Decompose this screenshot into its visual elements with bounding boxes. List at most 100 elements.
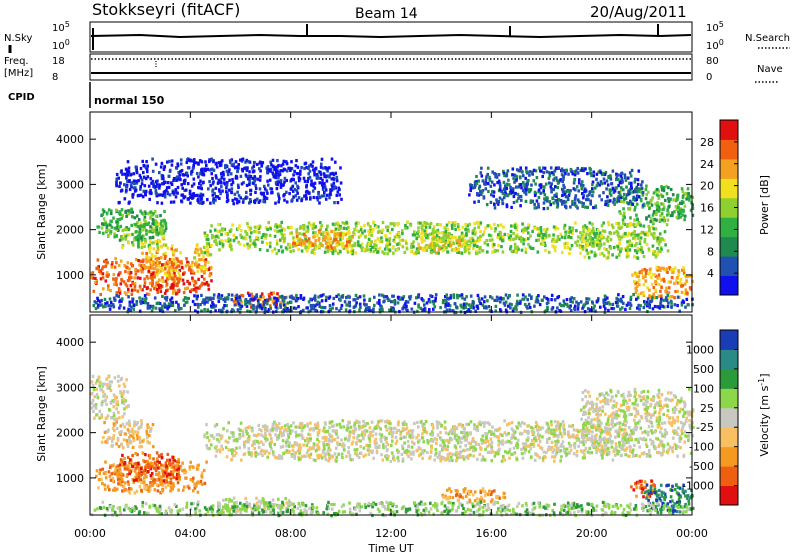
- echo-cell: [567, 229, 570, 233]
- echo-cell: [320, 232, 323, 236]
- echo-cell: [326, 243, 329, 247]
- echo-cell: [623, 222, 627, 226]
- echo-cell: [200, 274, 204, 279]
- echo-cell: [364, 309, 367, 313]
- echo-cell: [604, 170, 608, 175]
- echo-cell: [157, 288, 161, 292]
- echo-cell: [323, 183, 326, 187]
- echo-cell: [326, 169, 329, 173]
- echo-cell: [209, 229, 212, 233]
- echo-cell: [585, 198, 588, 202]
- echo-cell: [259, 160, 262, 164]
- echo-cell: [310, 250, 314, 254]
- echo-cell: [312, 296, 316, 301]
- echo-cell: [224, 165, 227, 170]
- echo-cell: [481, 189, 485, 193]
- echo-cell: [577, 189, 580, 193]
- echo-cell: [192, 164, 195, 168]
- echo-cell: [616, 233, 620, 237]
- echo-cell: [276, 292, 279, 296]
- echo-cell: [165, 282, 169, 286]
- echo-region: [631, 266, 694, 300]
- echo-cell: [620, 188, 623, 192]
- echo-cell: [549, 430, 552, 434]
- echo-cell: [176, 185, 180, 190]
- echo-cell: [179, 260, 182, 264]
- echo-cell: [157, 283, 160, 287]
- echo-cell: [277, 200, 280, 204]
- echo-cell: [549, 185, 553, 189]
- echo-cell: [641, 203, 645, 207]
- echo-cell: [115, 261, 118, 265]
- echo-cell: [194, 260, 198, 264]
- echo-cell: [495, 198, 498, 202]
- echo-cell: [538, 303, 542, 307]
- echo-cell: [311, 248, 314, 252]
- echo-cell: [206, 251, 210, 255]
- echo-cell: [154, 306, 158, 310]
- echo-cell: [553, 298, 557, 302]
- echo-cell: [619, 250, 622, 254]
- echo-cell: [276, 180, 279, 184]
- echo-cell: [203, 435, 206, 439]
- echo-cell: [91, 271, 95, 275]
- echo-cell: [155, 228, 158, 232]
- echo-cell: [139, 185, 142, 189]
- echo-cell: [657, 282, 661, 286]
- echo-cell: [235, 201, 239, 205]
- echo-cell: [660, 208, 664, 212]
- echo-cell: [278, 197, 281, 201]
- echo-cell: [670, 300, 673, 304]
- echo-cell: [296, 184, 299, 188]
- echo-cell: [574, 194, 578, 198]
- echo-cell: [172, 200, 176, 204]
- echo-cell: [442, 239, 446, 243]
- echo-cell: [149, 177, 153, 181]
- echo-cell: [320, 162, 323, 166]
- echo-cell: [202, 255, 205, 259]
- echo-cell: [144, 177, 148, 181]
- echo-cell: [199, 192, 203, 196]
- echo-cell: [435, 251, 438, 255]
- echo-cell: [489, 295, 492, 299]
- echo-cell: [133, 222, 137, 227]
- echo-cell: [663, 305, 666, 309]
- echo-cell: [663, 230, 667, 234]
- echo-cell: [131, 215, 134, 219]
- echo-cell: [582, 194, 586, 198]
- echo-cell: [636, 178, 640, 182]
- echo-cell: [547, 250, 551, 254]
- echo-cell: [497, 179, 501, 183]
- echo-cell: [279, 305, 282, 309]
- echo-cell: [152, 247, 156, 251]
- echo-cell: [381, 228, 385, 232]
- echo-cell: [284, 309, 288, 313]
- echo-cell: [587, 256, 591, 260]
- echo-cell: [158, 278, 161, 282]
- echo-cell: [607, 175, 610, 179]
- echo-cell: [266, 302, 269, 306]
- echo-cell: [201, 172, 204, 176]
- echo-cell: [248, 299, 252, 303]
- echo-cell: [673, 296, 676, 300]
- echo-cell: [522, 228, 525, 232]
- echo-cell: [345, 237, 349, 242]
- echo-cell: [211, 233, 214, 238]
- echo-cell: [444, 299, 447, 303]
- echo-cell: [325, 179, 329, 183]
- echo-cell: [246, 222, 249, 226]
- echo-cell: [115, 178, 118, 182]
- echo-cell: [509, 229, 513, 233]
- echo-cell: [466, 248, 470, 252]
- echo-cell: [434, 296, 437, 300]
- echo-cell: [658, 249, 661, 253]
- colorbar-tick-label: 20: [700, 180, 714, 193]
- echo-cell: [669, 280, 672, 284]
- echo-cell: [264, 226, 268, 230]
- echo-cell: [313, 173, 316, 177]
- echo-cell: [673, 266, 677, 270]
- echo-cell: [127, 295, 130, 299]
- echo-cell: [274, 181, 278, 185]
- echo-cell: [515, 234, 518, 238]
- echo-cell: [226, 194, 229, 198]
